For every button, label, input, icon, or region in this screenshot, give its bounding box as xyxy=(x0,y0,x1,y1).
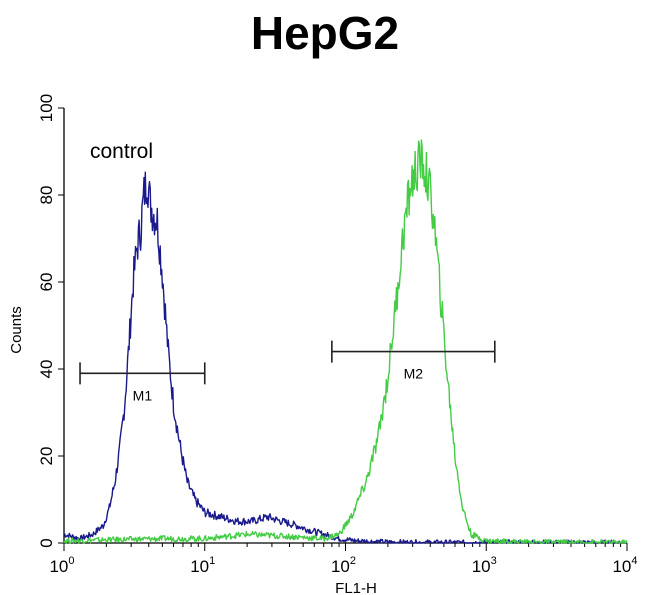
x-tick-label: 103 xyxy=(472,555,497,576)
series-layer xyxy=(63,139,628,544)
control-annotation: control xyxy=(90,140,153,163)
y-tick-label: 0 xyxy=(37,538,56,547)
y-tick-label: 80 xyxy=(37,186,56,205)
marker-label: M1 xyxy=(133,387,153,403)
chart-title: HepG2 xyxy=(250,7,400,59)
y-tick-label: 20 xyxy=(37,447,56,466)
axes: 0 20 40 60 80 100 100 101 102 103 104 xyxy=(37,94,638,576)
series-line-2 xyxy=(63,139,628,544)
y-axis-title: Counts xyxy=(8,306,25,354)
axis-frame xyxy=(63,108,627,544)
marker-label: M2 xyxy=(404,366,424,382)
markers-layer: M1 M2 xyxy=(79,340,496,403)
x-tick-label: 104 xyxy=(612,555,637,576)
x-axis-title: FL1-H xyxy=(335,580,377,595)
x-tick-label: 100 xyxy=(49,555,74,576)
y-tick-label: 100 xyxy=(37,94,56,122)
y-tick-label: 60 xyxy=(37,273,56,292)
x-tick-label: 102 xyxy=(331,555,356,576)
x-tick-label: 101 xyxy=(190,555,215,576)
y-tick-label: 40 xyxy=(37,360,56,379)
series-line-1 xyxy=(63,171,628,544)
